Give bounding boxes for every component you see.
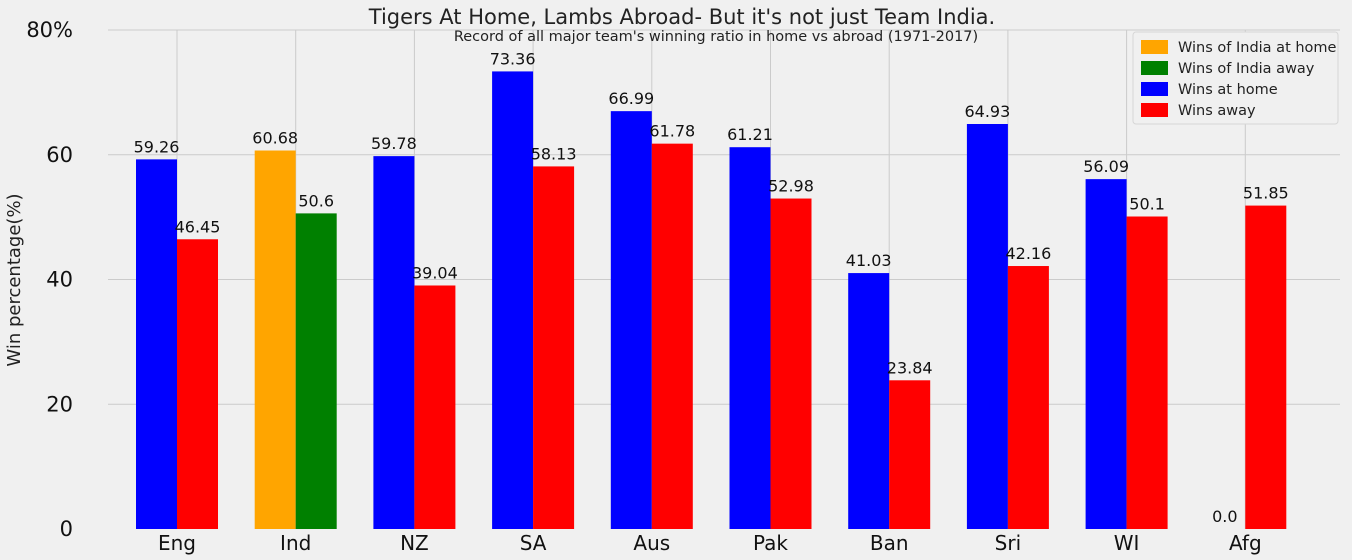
y-axis-label: Win percentage(%) — [4, 193, 25, 366]
value-label-away-pak: 52.98 — [768, 177, 814, 196]
bar-away-nz — [414, 285, 456, 529]
bar-away-eng — [177, 239, 218, 529]
value-label-home-aus: 66.99 — [608, 89, 654, 108]
x-tick-label-wi: WI — [1114, 531, 1140, 555]
bar-home-sa — [492, 71, 534, 530]
value-label-away-wi: 50.1 — [1129, 195, 1165, 214]
bar-home-eng — [136, 159, 177, 529]
value-label-home-sa: 73.36 — [490, 49, 536, 68]
value-label-away-aus: 61.78 — [649, 122, 695, 141]
bar-away-afg — [1245, 205, 1287, 529]
value-label-home-afg: 0.0 — [1212, 507, 1237, 526]
value-label-away-afg: 51.85 — [1243, 184, 1289, 203]
x-tick-label-sri: Sri — [995, 531, 1021, 555]
bar-home-aus — [610, 111, 652, 529]
value-label-home-eng: 59.26 — [134, 137, 180, 156]
bar-home-sri — [966, 123, 1008, 530]
y-ticks: 0 20 40 60 80% — [26, 18, 73, 541]
bar-home-nz — [373, 156, 415, 529]
legend-swatch — [1141, 82, 1168, 96]
legend-swatch — [1141, 103, 1168, 117]
value-label-home-nz: 59.78 — [371, 134, 417, 153]
y-tick-label: 60 — [46, 143, 73, 167]
value-label-away-eng: 46.45 — [175, 217, 221, 236]
legend-label: Wins at home — [1178, 82, 1278, 98]
value-labels: 59.26 46.45 60.68 50.6 59.78 39.04 73.36 58.13 6… — [134, 49, 1289, 526]
value-label-away-sa: 58.13 — [531, 144, 577, 163]
bar-away-pak — [770, 198, 812, 530]
x-tick-label-aus: Aus — [633, 531, 670, 555]
x-tick-label-ban: Ban — [870, 531, 909, 555]
legend-label: Wins of India away — [1178, 61, 1315, 77]
value-label-away-ind: 50.6 — [298, 191, 334, 210]
value-label-home-pak: 61.21 — [727, 125, 773, 144]
x-tick-label-nz: NZ — [400, 531, 429, 555]
legend: Wins of India at home Wins of India away W… — [1132, 31, 1339, 125]
y-tick-label: 20 — [46, 392, 73, 416]
chart-subtitle: Record of all major team's winning ratio… — [454, 29, 978, 45]
bars — [136, 71, 1287, 530]
y-tick-label: 80% — [26, 18, 73, 42]
bar-away-ban — [889, 380, 931, 529]
x-tick-label-pak: Pak — [753, 531, 788, 555]
value-label-away-sri: 42.16 — [1005, 244, 1051, 263]
legend-swatch — [1141, 40, 1168, 54]
bar-away-ind — [295, 213, 337, 529]
bar-home-pak — [729, 147, 771, 529]
value-label-away-ban: 23.84 — [887, 358, 933, 377]
bar-home-wi — [1085, 179, 1127, 530]
bar-home-ban — [848, 273, 890, 529]
legend-swatch — [1141, 61, 1168, 75]
value-label-home-wi: 56.09 — [1083, 157, 1129, 176]
x-tick-label-eng: Eng — [158, 531, 196, 555]
legend-box — [1132, 31, 1339, 125]
legend-label: Wins away — [1178, 103, 1256, 119]
chart-title: Tigers At Home, Lambs Abroad- But it's n… — [368, 5, 995, 29]
bar-away-wi — [1126, 216, 1168, 529]
x-tick-label-sa: SA — [520, 531, 547, 555]
bar-away-aus — [651, 143, 693, 529]
value-label-away-nz: 39.04 — [412, 263, 458, 282]
value-label-home-ind: 60.68 — [252, 129, 298, 148]
value-label-home-ban: 41.03 — [846, 251, 892, 270]
x-ticks: Eng Ind NZ SA Aus Pak Ban Sri WI Afg — [158, 531, 1262, 555]
x-tick-label-ind: Ind — [280, 531, 311, 555]
y-tick-label: 0 — [60, 517, 73, 541]
legend-label: Wins of India at home — [1178, 40, 1337, 56]
bar-home-ind — [254, 150, 296, 530]
x-tick-label-afg: Afg — [1229, 531, 1262, 555]
value-label-home-sri: 64.93 — [964, 102, 1010, 121]
bar-away-sa — [533, 166, 575, 529]
y-tick-label: 40 — [46, 268, 73, 292]
bar-away-sri — [1007, 266, 1049, 529]
